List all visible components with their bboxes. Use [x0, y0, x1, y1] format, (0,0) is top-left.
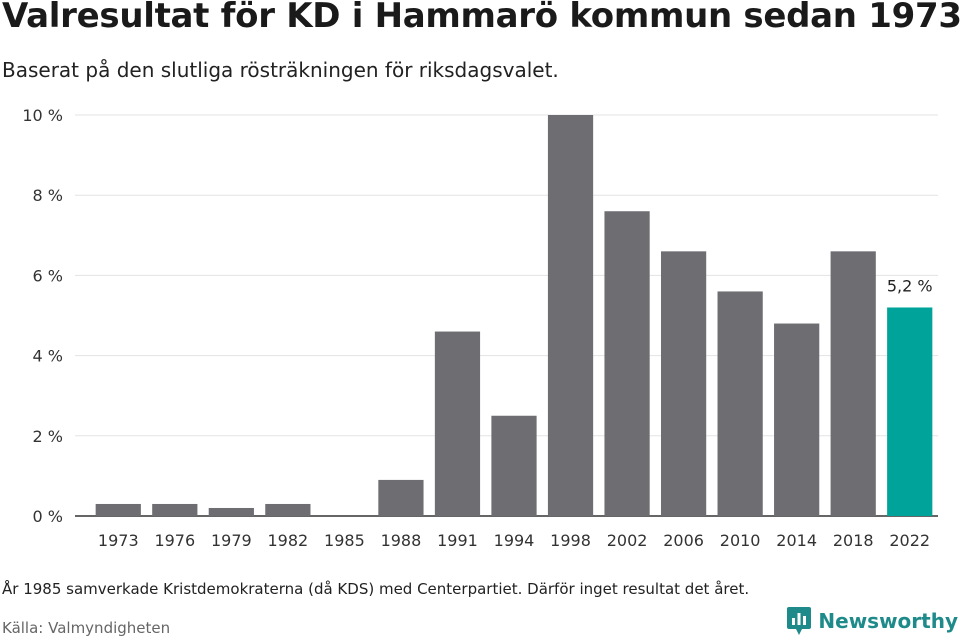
bar-1991: [434, 331, 481, 516]
bar-2014: [774, 323, 820, 516]
bar-1994: [491, 415, 537, 516]
y-tick-labels: 0 % 2 % 4 % 6 % 8 % 10 %: [22, 106, 63, 526]
y-tick-label: 0 %: [33, 507, 63, 526]
data-label-2022: 5,2 %: [887, 276, 933, 295]
y-tick-label: 8 %: [33, 186, 63, 205]
x-tick-label: 2006: [663, 531, 704, 550]
bar-2018: [830, 251, 876, 516]
bar-2002: [604, 211, 650, 517]
x-tick-label: 1994: [494, 531, 535, 550]
newsworthy-logo-icon: [787, 607, 812, 635]
bar-2022: [887, 307, 933, 516]
x-tick-label: 1988: [381, 531, 422, 550]
bar-1988: [378, 479, 424, 516]
x-tick-label: 2022: [889, 531, 930, 550]
x-tick-label: 1985: [324, 531, 365, 550]
source-text: Källa: Valmyndigheten: [2, 619, 171, 637]
x-tick-label: 1991: [437, 531, 478, 550]
bar-1976: [152, 503, 198, 516]
x-tick-label: 1979: [211, 531, 252, 550]
bar-2006: [660, 251, 707, 516]
x-tick-label: 2018: [833, 531, 874, 550]
chart-subtitle: Baserat på den slutliga rösträkningen fö…: [2, 58, 559, 82]
x-tick-label: 2014: [776, 531, 817, 550]
bar-1979: [208, 507, 254, 516]
x-tick-label: 2010: [720, 531, 761, 550]
y-tick-label: 6 %: [33, 266, 63, 285]
chart-title: Valresultat för KD i Hammarö kommun seda…: [2, 0, 960, 36]
bar-1998: [547, 115, 594, 516]
data-labels: 5,2 %: [887, 276, 933, 295]
newsworthy-logo: Newsworthy: [786, 606, 958, 636]
bar-chart: 0 % 2 % 4 % 6 % 8 % 10 % 1973 1976 1979 1982 1985…: [22, 106, 938, 550]
footnote: År 1985 samverkade Kristdemokraterna (då…: [2, 580, 750, 598]
x-tick-label: 1973: [98, 531, 139, 550]
y-tick-label: 4 %: [33, 347, 63, 366]
bars: [95, 115, 933, 517]
bar-1973: [95, 503, 141, 516]
x-tick-label: 2002: [607, 531, 648, 550]
logo-text: Newsworthy: [818, 609, 958, 633]
bar-1982: [265, 503, 311, 516]
x-tick-label: 1976: [154, 531, 195, 550]
x-tick-labels: 1973 1976 1979 1982 1985 1988 1991 1994 1998 2002…: [98, 531, 930, 550]
y-tick-label: 10 %: [22, 106, 63, 125]
y-tick-label: 2 %: [33, 427, 63, 446]
x-tick-label: 1982: [268, 531, 309, 550]
x-tick-label: 1998: [550, 531, 591, 550]
bar-2010: [717, 291, 763, 516]
